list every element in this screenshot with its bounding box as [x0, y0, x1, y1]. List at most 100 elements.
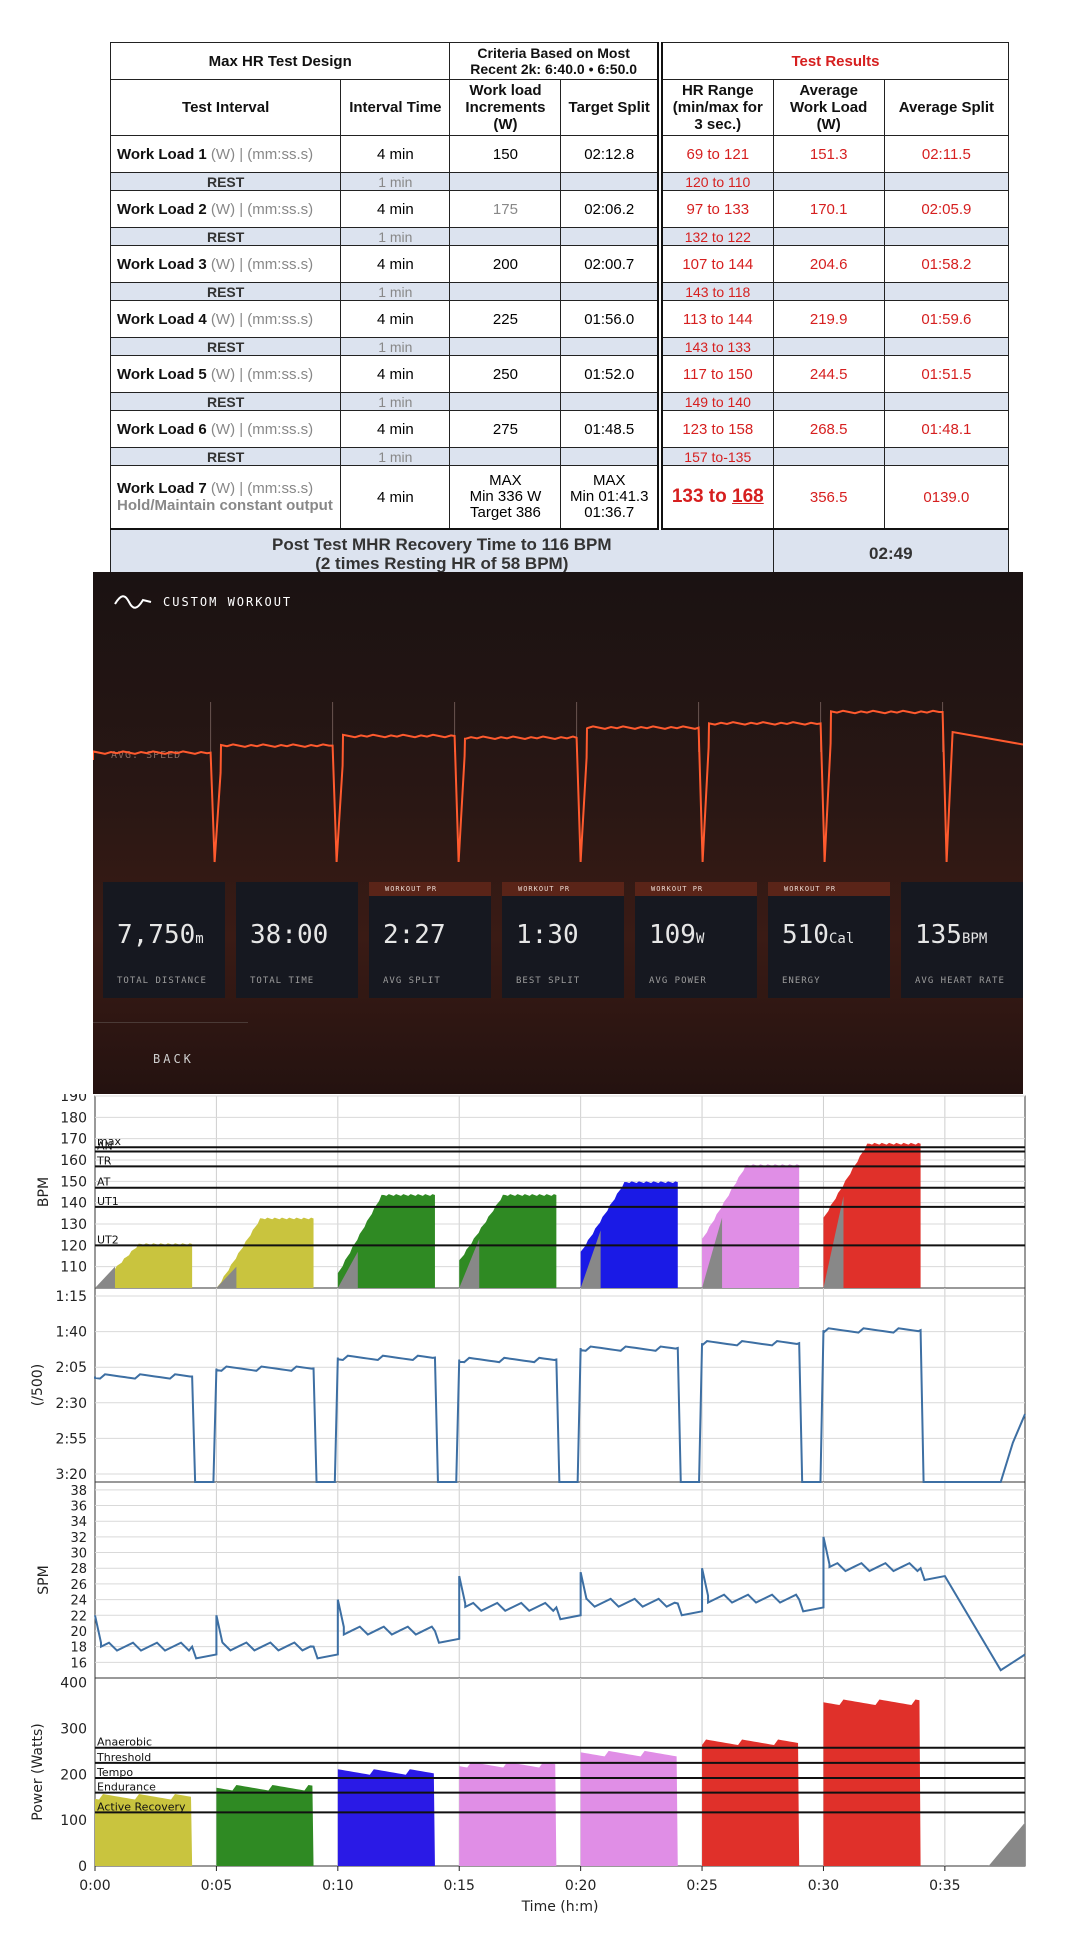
y-axis-label: Power (Watts): [30, 1723, 46, 1821]
row-avg-split: 02:11.5: [883, 135, 1010, 173]
row-label: Work Load 2 (W) | (mm:ss.s): [109, 190, 342, 228]
stat-tile: 7,750m TOTAL DISTANCE: [103, 882, 225, 998]
stat-value: 135BPM: [915, 920, 987, 950]
workout-pr-badge: WORKOUT PR: [768, 882, 890, 896]
row-target: 02:06.2: [560, 190, 661, 228]
row-time: 4 min: [340, 245, 451, 283]
power-cooldown-area: [988, 1822, 1025, 1866]
rest-time: 1 min: [340, 392, 451, 411]
row-target: 02:00.7: [560, 245, 661, 283]
rest-empty: [449, 227, 562, 246]
y-tick-label: 22: [70, 1609, 87, 1624]
row-target: 01:56.0: [560, 300, 661, 338]
rest-empty: [560, 227, 661, 246]
speed-graph: [93, 702, 1023, 863]
y-tick-label: 120: [60, 1238, 87, 1254]
hr-zone-label: AN: [97, 1139, 113, 1152]
y-tick-label: 2:30: [56, 1396, 87, 1412]
y-tick-label: 0: [78, 1859, 87, 1875]
target-line3: 01:36.7: [584, 504, 635, 521]
x-axis-label: Time (h:m): [521, 1899, 599, 1915]
rest-hr: 120 to 110: [656, 172, 774, 191]
stat-label: ENERGY: [782, 976, 821, 986]
hr-interval-area: [216, 1217, 314, 1288]
y-axis-label: (/500): [30, 1364, 46, 1406]
table-row: Work Load 3 (W) | (mm:ss.s) 4 min 200 02:00…: [109, 245, 1010, 283]
results-header: Test Results: [656, 42, 1009, 80]
y-tick-label: 36: [70, 1500, 87, 1515]
rest-empty: [772, 282, 885, 301]
avg-speed-label: AVG. SPEED: [111, 750, 182, 761]
footer-text: Post Test MHR Recovery Time to 116 BPM (…: [110, 528, 774, 579]
row-avg-split: 02:05.9: [883, 190, 1010, 228]
row-name: Work Load 4: [117, 310, 207, 328]
hr-zone-label: UT2: [97, 1233, 119, 1246]
y-axis-label: BPM: [36, 1177, 52, 1207]
criteria-line2: Recent 2k: 6:40.0 • 6:50.0: [470, 61, 638, 77]
y-tick-label: 100: [60, 1813, 87, 1829]
power-interval-area: [216, 1784, 314, 1866]
row-time: 4 min: [340, 190, 451, 228]
table-footer: Post Test MHR Recovery Time to 116 BPM (…: [110, 528, 1010, 579]
row-target: 01:48.5: [560, 410, 661, 448]
stat-label: BEST SPLIT: [516, 976, 581, 986]
row-increment: 225: [449, 300, 562, 338]
results-table: Max HR Test Design Criteria Based on Mos…: [109, 42, 1010, 579]
stat-number: 510: [782, 920, 829, 950]
col-work-load-increments: Work load Increments (W): [449, 79, 562, 136]
hr-zone-label: AT: [97, 1176, 111, 1189]
back-button[interactable]: BACK: [153, 1052, 194, 1066]
max-hr-test-table: Max HR Test Design Criteria Based on Mos…: [109, 42, 1010, 579]
y-tick-label: 200: [60, 1767, 87, 1783]
target-line1: MAX: [592, 472, 626, 489]
plot-panel: [94, 1287, 1026, 1483]
x-tick-label: 0:15: [444, 1878, 475, 1894]
row-unit: (W) | (mm:ss.s): [206, 255, 314, 273]
stat-unit: BPM: [961, 931, 988, 947]
y-tick-label: 34: [70, 1515, 87, 1530]
stat-tile: 38:00 TOTAL TIME: [236, 882, 358, 998]
rest-empty: [449, 282, 562, 301]
table-row-rest: REST 1 min 143 to 118: [109, 282, 1010, 301]
hr-from: 133 to: [671, 486, 733, 507]
row-time: 4 min: [340, 355, 451, 393]
row-hr: 117 to 150: [656, 355, 774, 393]
row-unit: (W) | (mm:ss.s): [206, 310, 314, 328]
hr-warmup-area: [216, 1266, 237, 1288]
stat-value: 2:27: [383, 920, 446, 950]
y-tick-label: 130: [60, 1217, 87, 1233]
table-row-work-load-7: Work Load 7 (W) | (mm:ss.s) Hold/Maintai…: [109, 465, 1010, 530]
stat-unit: W: [695, 931, 705, 947]
stat-label: AVG HEART RATE: [915, 976, 1005, 986]
stat-value: 510Cal: [782, 920, 854, 950]
spm-line: [94, 1536, 1026, 1672]
rest-empty: [449, 337, 562, 356]
rest-empty: [449, 392, 562, 411]
y-tick-label: 170: [60, 1132, 87, 1148]
power-interval-area: [702, 1739, 800, 1866]
rest-empty: [883, 172, 1010, 191]
hr-warmup-area: [95, 1266, 115, 1288]
increment-line1: MAX: [489, 472, 522, 489]
split-line: [94, 1327, 1026, 1483]
power-zone-label: Active Recovery: [97, 1800, 186, 1813]
rest-hr: 143 to 133: [656, 337, 774, 356]
hr-interval-area: [459, 1194, 557, 1288]
row-avg-split: 01:51.5: [883, 355, 1010, 393]
hr-interval-area: [702, 1164, 800, 1288]
row-increment: MAX Min 336 W Target 386: [449, 465, 562, 530]
power-zone-label: Threshold: [96, 1751, 151, 1764]
workout-pr-badge: WORKOUT PR: [502, 882, 624, 896]
row-label: Work Load 7 (W) | (mm:ss.s) Hold/Maintai…: [109, 465, 342, 530]
stat-tile: WORKOUT PR 109W AVG POWER: [635, 882, 757, 998]
wave-logo-icon: [114, 595, 152, 609]
footer-line2: (2 times Resting HR of 58 BPM): [315, 554, 569, 573]
row-unit: (W) | (mm:ss.s): [206, 420, 314, 438]
y-tick-label: 1:40: [56, 1325, 87, 1341]
col-hr-range: HR Range (min/max for 3 sec.): [656, 79, 774, 136]
row-avg-w: 170.1: [772, 190, 885, 228]
y-tick-label: 26: [70, 1578, 87, 1593]
rest-label: REST: [109, 447, 342, 466]
y-tick-label: 38: [70, 1484, 87, 1499]
stat-number: 7,750: [117, 920, 196, 950]
